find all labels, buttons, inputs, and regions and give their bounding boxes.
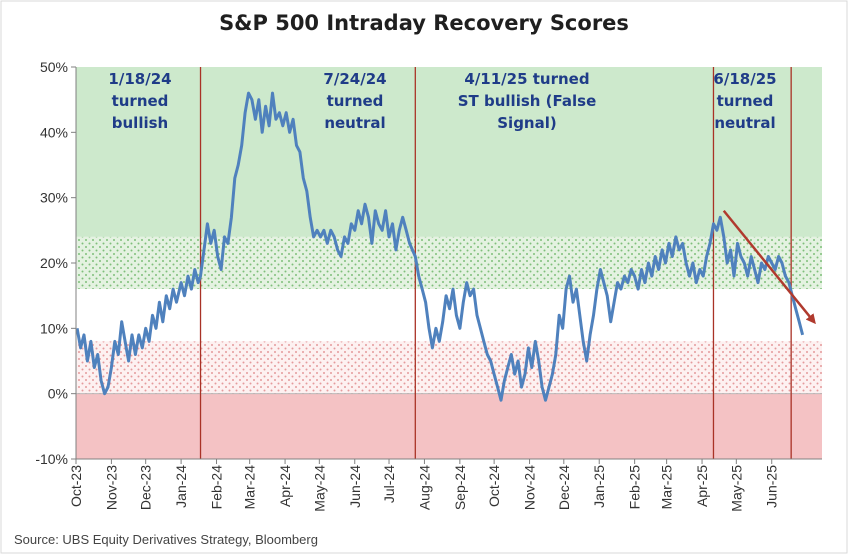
x-tick-label: Dec-23 <box>138 465 154 510</box>
chart-title: S&P 500 Intraday Recovery Scores <box>219 11 629 35</box>
x-tick-label: Apr-24 <box>277 465 293 507</box>
x-tick-label: Mar-25 <box>659 465 675 510</box>
series-line <box>75 91 805 402</box>
event-annotation: 6/18/25 turned neutral <box>713 70 776 132</box>
annotations: 1/18/24 turned bullish 7/24/24 turned neutral… <box>108 70 776 132</box>
zone-bands <box>76 67 822 459</box>
x-tick-label: May-25 <box>728 465 744 512</box>
zone-band-2 <box>76 289 822 342</box>
y-tick-label: 10% <box>40 320 68 336</box>
zone-band-4 <box>76 393 822 459</box>
x-tick-label: Feb-24 <box>209 465 225 510</box>
y-tick-label: -10% <box>35 451 68 467</box>
x-tick-label: Jan-25 <box>591 465 607 508</box>
x-tick-label: Jun-24 <box>347 465 363 508</box>
y-tick-label: 0% <box>48 386 68 402</box>
x-tick-label: Dec-24 <box>556 465 572 510</box>
x-tick-label: Jul-24 <box>381 465 397 503</box>
x-tick-label: Feb-25 <box>627 465 643 510</box>
y-axis: -10% 0% 10% 20% 30% 40% 50% <box>35 59 77 467</box>
x-tick-label: Aug-24 <box>416 465 432 510</box>
x-tick-label: Oct-24 <box>486 465 502 507</box>
event-annotation: 7/24/24 turned neutral <box>323 70 386 132</box>
event-annotation: 1/18/24 turned bullish <box>108 70 171 132</box>
x-tick-label: May-24 <box>311 465 327 512</box>
x-tick-label: Sep-24 <box>452 465 468 510</box>
x-tick-label: Jan-24 <box>173 465 189 508</box>
x-tick-label: Jun-25 <box>764 465 780 508</box>
source-note: Source: UBS Equity Derivatives Strategy,… <box>14 532 318 547</box>
x-tick-label: Apr-25 <box>694 465 710 507</box>
x-axis: Oct-23 Nov-23 Dec-23 Jan-24 Feb-24 Mar-24 Apr-… <box>68 458 822 512</box>
x-tick-label: Nov-23 <box>103 465 119 510</box>
y-tick-label: 20% <box>40 255 68 271</box>
x-tick-label: Nov-24 <box>522 465 538 510</box>
y-tick-label: 50% <box>40 59 68 75</box>
trend-arrow <box>722 209 816 325</box>
event-annotation: 4/11/25 turned ST bullish (False Signal) <box>458 70 597 132</box>
y-tick-label: 30% <box>40 190 68 206</box>
x-tick-label: Oct-23 <box>68 465 84 507</box>
zone-band-3 <box>76 341 822 394</box>
x-tick-label: Mar-24 <box>242 465 258 510</box>
y-tick-label: 40% <box>40 124 68 140</box>
zone-band-0 <box>76 67 822 237</box>
